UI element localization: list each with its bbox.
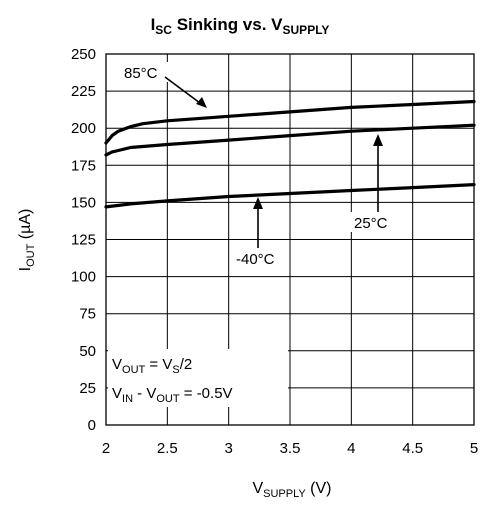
chart-title: ISC Sinking vs. VSUPPLY xyxy=(151,15,330,37)
x-tick-label: 2.5 xyxy=(157,440,178,457)
y-tick-label: 150 xyxy=(71,194,96,211)
series-line-1 xyxy=(104,123,476,157)
y-tick-label: 200 xyxy=(71,120,96,137)
arrowhead-85c xyxy=(196,97,207,108)
y-tick-label: 175 xyxy=(71,157,96,174)
x-tick-label: 3.5 xyxy=(280,440,301,457)
series-label-25c: 25°C xyxy=(354,215,388,232)
y-tick-label: 0 xyxy=(88,417,96,434)
x-tick-label: 3 xyxy=(224,440,232,457)
arrowhead-minus40c xyxy=(253,197,263,209)
x-tick-labels: 2 2.5 3 3.5 4 4.5 5 xyxy=(102,440,478,457)
conditions-box xyxy=(108,349,288,407)
y-tick-label: 100 xyxy=(71,269,96,286)
y-tick-label: 25 xyxy=(79,380,96,397)
y-tick-labels: 0 25 50 75 100 125 150 175 200 225 250 xyxy=(71,46,96,434)
series-line-2 xyxy=(104,183,476,209)
x-tick-label: 4 xyxy=(347,440,355,457)
arrowhead-25c xyxy=(373,134,383,146)
y-tick-label: 250 xyxy=(71,46,96,63)
arrow-85c xyxy=(164,76,205,107)
label-bg-85c xyxy=(120,62,170,82)
y-tick-label: 50 xyxy=(79,343,96,360)
series-label-minus40c: -40°C xyxy=(236,251,275,268)
label-bg-25c xyxy=(350,212,400,232)
series-lines xyxy=(104,99,476,209)
x-tick-label: 5 xyxy=(470,440,478,457)
plot-frame xyxy=(105,53,475,426)
conditions-line-1: VOUT = VS/2 xyxy=(112,356,192,376)
x-tick-label: 2 xyxy=(102,440,110,457)
series-line-0 xyxy=(104,99,476,145)
series-label-85c: 85°C xyxy=(124,65,158,82)
y-tick-label: 75 xyxy=(79,306,96,323)
y-axis-label: IOUT (µA) xyxy=(17,209,37,272)
label-bg-minus40c xyxy=(233,248,287,268)
y-tick-label: 125 xyxy=(71,232,96,249)
y-tick-label: 225 xyxy=(71,83,96,100)
x-tick-label: 4.5 xyxy=(402,440,423,457)
conditions-line-2: VIN - VOUT = -0.5V xyxy=(112,385,233,405)
x-axis-label: VSUPPLY (V) xyxy=(252,480,331,500)
